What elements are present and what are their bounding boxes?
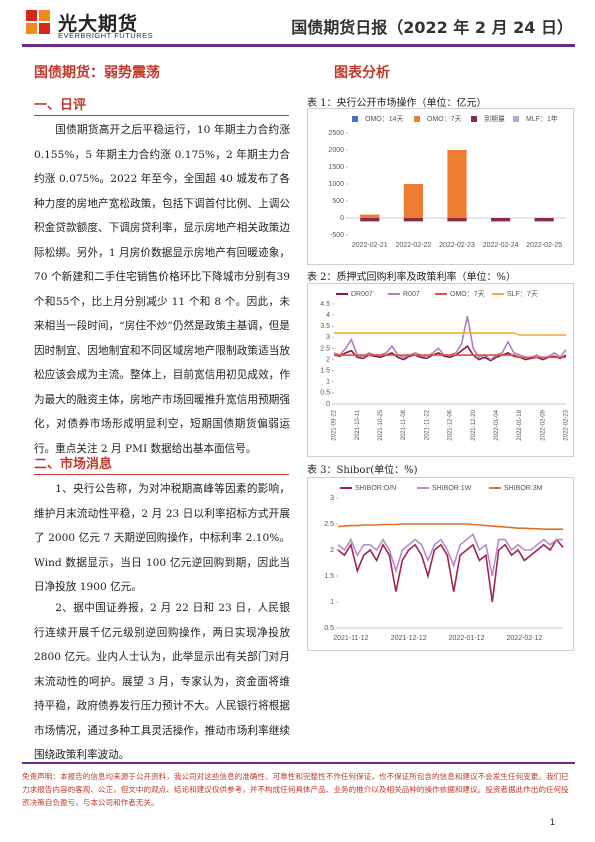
paragraph: 2、据中国证券报，2 月 22 日和 23 日，人民银行连续开展千亿元级别逆回购…	[34, 602, 290, 761]
chart: -500 0 500 1000 1500 2000 2500 OMO：14天 OMO：7天 到期量…	[328, 114, 566, 249]
x-tick-label: 2022-01-18	[517, 409, 523, 440]
x-tick-label: 2021-11-08	[401, 409, 407, 440]
legend-swatch	[352, 116, 358, 122]
y-tick-label: -500	[330, 232, 344, 239]
line-series	[337, 533, 563, 577]
x-tick-label: 2021-11-22	[424, 409, 430, 440]
x-tick-label: 2022-02-22	[395, 242, 431, 249]
y-tick-label: 1000	[328, 181, 344, 188]
header-rule	[22, 44, 575, 47]
chart-box: -500 0 500 1000 1500 2000 2500 OMO：14天 OMO：7天 到期量…	[307, 108, 574, 265]
x-tick-label: 2021-11-12	[333, 635, 368, 642]
paragraph: 国债期货高开之后平稳运行，10 年期主力合约涨 0.155%，5 年期主力合约涨…	[34, 124, 290, 455]
y-tick-label: 2.5	[320, 345, 330, 352]
chart: 0.5 1 1.5 2 2.5 3 SHIBOR:O/N SHIBOR:1W SHIBOR:3M…	[324, 485, 564, 642]
chart-section-heading: 图表分析	[334, 65, 390, 81]
chart: 0 0.5 1 1.5 2 2.5 3 3.5 4 4.5 DR007 R007 OMO：7天 SLF：7…	[320, 290, 570, 441]
legend-swatch	[513, 116, 519, 122]
footer-rule	[22, 762, 575, 764]
chart-box: 0 0.5 1 1.5 2 2.5 3 3.5 4 4.5 DR007 R007 OMO：7天 SLF：7…	[307, 283, 574, 457]
y-tick-label: 1.5	[320, 368, 330, 375]
line-series	[333, 316, 567, 361]
legend-swatch	[414, 116, 420, 122]
legend-swatch	[471, 116, 477, 122]
bar	[534, 218, 554, 222]
x-tick-label: 2021-10-11	[355, 409, 361, 440]
y-tick-label: 3	[330, 495, 334, 502]
bar	[447, 150, 467, 218]
line-series	[334, 354, 566, 359]
y-tick-label: 4.5	[320, 301, 330, 308]
y-tick-label: 1	[326, 379, 330, 386]
brand-en: EVERBRIGHT FUTURES	[58, 31, 154, 40]
y-tick-label: 3	[326, 334, 330, 341]
legend-label: R007	[403, 291, 420, 298]
y-tick-label: 2000	[328, 147, 344, 154]
x-tick-label: 2022-01-12	[449, 635, 485, 642]
x-tick-label: 2021-09-22	[332, 409, 338, 440]
disclaimer: 免责声明：本报告的信息均来源于公开资料，我公司对这些信息的准确性、可靠性和完整性…	[22, 772, 569, 807]
legend-label: OMO：7天	[427, 115, 462, 123]
y-tick-label: 2	[326, 356, 330, 363]
logo	[26, 10, 50, 34]
brand: 光大期货	[58, 13, 139, 35]
legend-label: SHIBOR:1W	[432, 485, 472, 492]
y-tick-label: 2	[330, 547, 334, 554]
legend-label: MLF：1年	[526, 114, 558, 123]
legend-label: DR007	[351, 291, 373, 298]
bar	[447, 218, 467, 222]
headline: 国债期货：弱势震荡	[34, 65, 160, 81]
y-tick-label: 0	[340, 215, 344, 222]
x-tick-label: 2022-01-04	[494, 409, 500, 440]
y-tick-label: 1	[330, 599, 334, 606]
bar	[403, 184, 423, 218]
y-tick-label: 3.5	[320, 323, 330, 330]
line-series	[337, 523, 563, 530]
chart-caption: 表 1：央行公开市场操作（单位：亿元）	[307, 98, 487, 109]
paragraph: 1、央行公告称，为对冲税期高峰等因素的影响，维护月末流动性平稳，2 月 23 日…	[34, 483, 290, 593]
legend-label: 到期量	[484, 115, 505, 123]
y-tick-label: 0	[326, 401, 330, 408]
page-number: 1	[550, 817, 556, 827]
y-tick-label: 4	[326, 312, 330, 319]
chart-caption: 表 3：Shibor(单位：%)	[307, 465, 418, 476]
x-tick-label: 2022-02-23	[439, 242, 475, 249]
y-tick-label: 500	[332, 198, 344, 205]
x-tick-label: 2021-10-25	[378, 409, 384, 440]
x-tick-label: 2021-12-06	[448, 409, 454, 440]
line-series	[337, 538, 564, 603]
y-tick-label: 0.5	[324, 625, 334, 632]
chart-box: 0.5 1 1.5 2 2.5 3 SHIBOR:O/N SHIBOR:1W SHIBOR:3M…	[307, 477, 574, 651]
bar	[403, 218, 423, 222]
x-tick-label: 2022-02-23	[564, 409, 570, 440]
section-heading: 一、日评	[34, 94, 289, 116]
x-tick-label: 2022-02-21	[352, 242, 388, 249]
bar	[491, 218, 511, 222]
chart-caption: 表 2：质押式回购利率及政策利率（单位：%）	[307, 272, 517, 283]
legend-label: OMO：14天	[365, 115, 404, 123]
bar	[360, 218, 380, 222]
x-tick-label: 2021-12-12	[391, 635, 427, 642]
x-tick-label: 2022-02-25	[526, 242, 562, 249]
bar	[360, 214, 380, 218]
x-tick-label: 2022-02-24	[483, 242, 519, 249]
line-series	[334, 332, 566, 336]
legend-label: SHIBOR:O/N	[355, 485, 396, 492]
legend-label: SHIBOR:3M	[504, 485, 543, 492]
doc-title: 国债期货日报（2022 年 2 月 24 日）	[291, 18, 573, 37]
x-tick-label: 2021-12-20	[471, 409, 477, 440]
section-heading: 二、市场消息	[34, 453, 289, 475]
y-tick-label: 2.5	[324, 521, 334, 528]
y-tick-label: 0.5	[320, 390, 330, 397]
legend-label: SLF：7天	[507, 290, 538, 298]
legend-label: OMO：7天	[450, 290, 485, 298]
x-tick-label: 2022-02-09	[540, 409, 546, 440]
y-tick-label: 2500	[328, 130, 344, 137]
x-tick-label: 2022-02-12	[507, 635, 543, 642]
y-tick-label: 1500	[328, 164, 344, 171]
y-tick-label: 1.5	[324, 573, 334, 580]
